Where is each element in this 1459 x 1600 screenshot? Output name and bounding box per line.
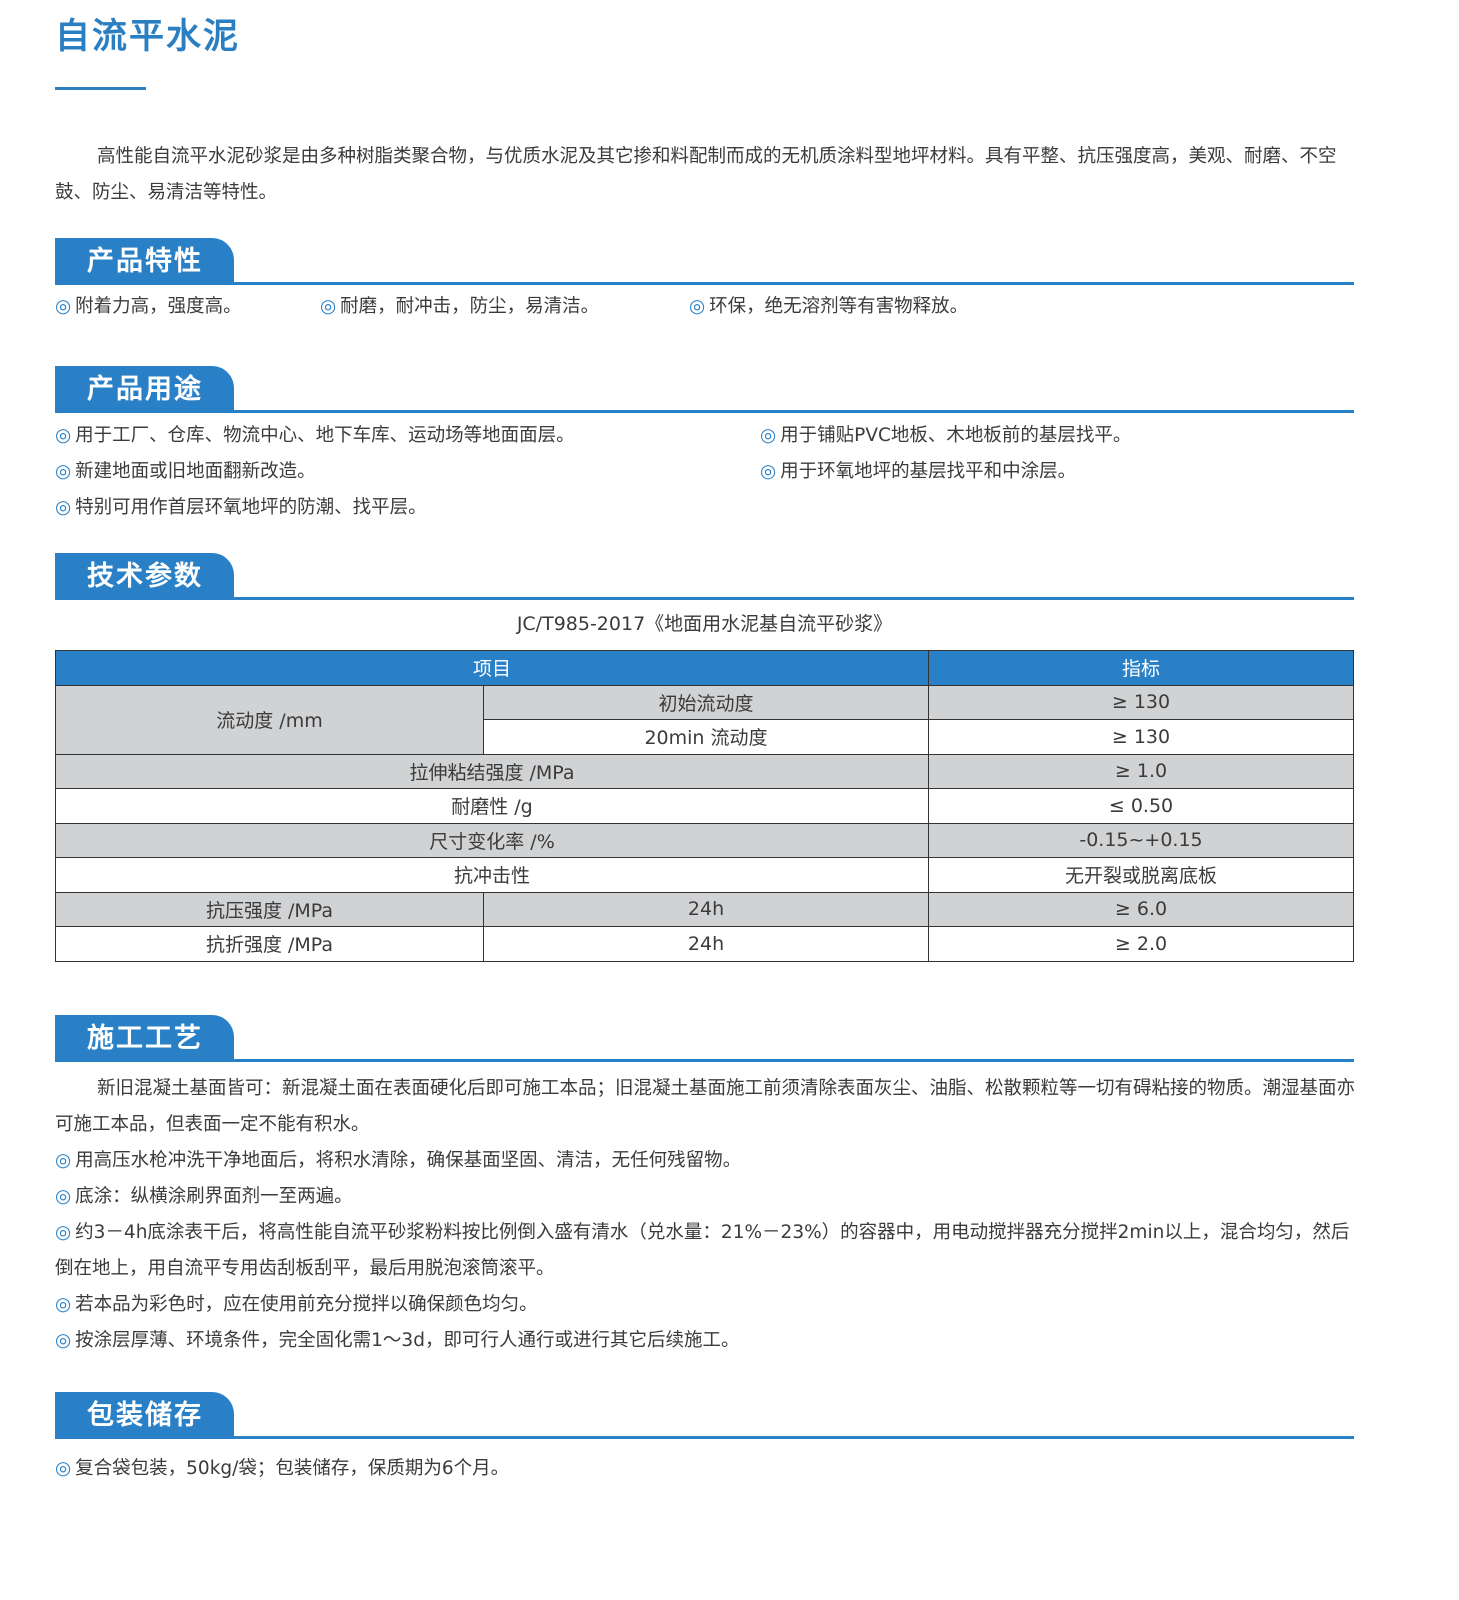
bullet-icon: ◎ (55, 1330, 72, 1351)
bullet-icon: ◎ (55, 1222, 72, 1243)
bullet-icon: ◎ (55, 1186, 72, 1207)
bullet-icon: ◎ (55, 425, 72, 446)
bullet-icon: ◎ (55, 461, 72, 482)
list-item: ◎ 特别可用作首层环氧地坪的防潮、找平层。 (55, 497, 427, 518)
list-item: ◎ 若本品为彩色时，应在使用前充分搅拌以确保颜色均匀。 (55, 1294, 538, 1315)
section-tech: 技术参数 (55, 553, 1354, 600)
list-item: ◎ 新建地面或旧地面翻新改造。 (55, 461, 316, 482)
list-item: ◎ 耐磨，耐冲击，防尘，易清洁。 (320, 296, 600, 317)
bullet-icon: ◎ (55, 1458, 72, 1479)
list-item: ◎ 约3－4h底涂表干后，将高性能自流平砂浆粉料按比例倒入盛有清水（兑水量：21%… (55, 1222, 1350, 1279)
construction-steps: ◎ 用高压水枪冲洗干净地面后，将积水清除，确保基面坚固、清洁，无任何残留物。 ◎ 底… (55, 1143, 1355, 1359)
list-item: ◎ 用于铺贴PVC地板、木地板前的基层找平。 (760, 425, 1132, 446)
table-header: 项目 指标 (55, 650, 1354, 686)
table-row: 抗折强度 /MPa 24h ≥ 2.0 (55, 926, 1354, 962)
bullet-icon: ◎ (320, 296, 337, 317)
list-item: ◎ 用于环氧地坪的基层找平和中涂层。 (760, 461, 1077, 482)
tech-table: 项目 指标 流动度 /mm 初始流动度 ≥ 130 20min 流动度 ≥ 130 拉伸… (55, 650, 1354, 962)
bullet-icon: ◎ (689, 296, 706, 317)
list-item: ◎ 按涂层厚薄、环境条件，完全固化需1～3d，即可行人通行或进行其它后续施工。 (55, 1330, 740, 1351)
table-row: 20min 流动度 ≥ 130 (56, 719, 1354, 755)
list-item: ◎ 复合袋包装，50kg/袋；包装储存，保质期为6个月。 (55, 1458, 510, 1479)
page-title: 自流平水泥 (55, 17, 241, 57)
intro-paragraph: 高性能自流平水泥砂浆是由多种树脂类聚合物，与优质水泥及其它掺和料配制而成的无机质… (55, 146, 1337, 203)
bullet-icon: ◎ (55, 1294, 72, 1315)
section-heading: 技术参数 (55, 553, 234, 600)
table-row: 耐磨性 /g ≤ 0.50 (55, 788, 1354, 824)
standard-caption: JC/T985-2017《地面用水泥基自流平砂浆》 (516, 613, 893, 635)
section-uses: 产品用途 (55, 366, 1354, 413)
section-heading: 产品用途 (55, 366, 234, 413)
section-packaging: 包装储存 (55, 1392, 1354, 1439)
table-row: 尺寸变化率 /% -0.15~+0.15 (55, 822, 1354, 858)
list-item: ◎ 附着力高，强度高。 (55, 296, 242, 317)
section-construction: 施工工艺 (55, 1015, 1354, 1062)
bullet-icon: ◎ (760, 461, 777, 482)
bullet-icon: ◎ (760, 425, 777, 446)
list-item: ◎ 底涂：纵横涂刷界面剂一至两遍。 (55, 1186, 353, 1207)
bullet-icon: ◎ (55, 296, 72, 317)
table-row: 拉伸粘结强度 /MPa ≥ 1.0 (55, 753, 1354, 789)
bullet-icon: ◎ (55, 1150, 72, 1171)
section-features: 产品特性 (55, 238, 1354, 285)
section-heading: 施工工艺 (55, 1015, 234, 1062)
section-heading: 包装储存 (55, 1392, 234, 1439)
table-row: 流动度 /mm 初始流动度 ≥ 130 (55, 684, 1354, 755)
table-row: 抗压强度 /MPa 24h ≥ 6.0 (55, 891, 1354, 927)
list-item: ◎ 用于工厂、仓库、物流中心、地下车库、运动场等地面面层。 (55, 425, 575, 446)
table-row: 抗冲击性 无开裂或脱离底板 (55, 857, 1354, 893)
title-underline (55, 87, 146, 90)
section-heading: 产品特性 (55, 238, 234, 285)
list-item: ◎ 用高压水枪冲洗干净地面后，将积水清除，确保基面坚固、清洁，无任何残留物。 (55, 1150, 742, 1171)
construction-intro: 新旧混凝土基面皆可：新混凝土面在表面硬化后即可施工本品；旧混凝土基面施工前须清除… (55, 1078, 1356, 1135)
list-item: ◎ 环保，绝无溶剂等有害物释放。 (689, 296, 969, 317)
bullet-icon: ◎ (55, 497, 72, 518)
